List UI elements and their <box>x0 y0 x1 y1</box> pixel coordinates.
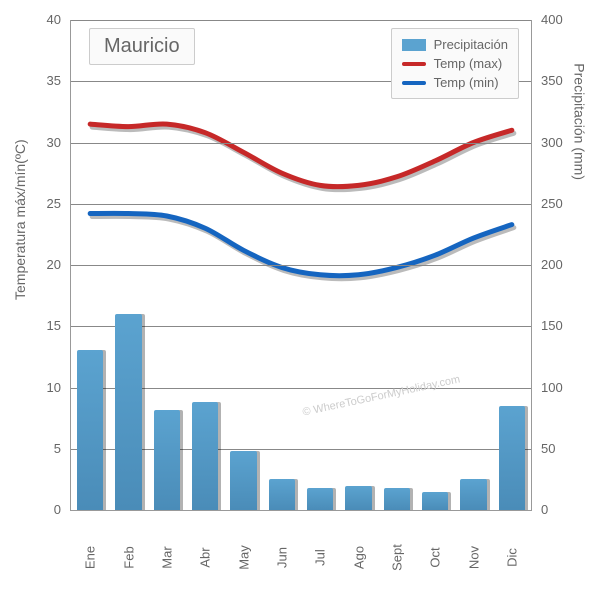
precipitation-bar <box>269 479 295 510</box>
gridline <box>71 265 531 266</box>
precipitation-bar <box>307 488 333 510</box>
y-axis-left-title: Temperatura máx/mín(ºC) <box>12 139 28 300</box>
precipitation-bar <box>384 488 410 510</box>
y-tick-left: 35 <box>11 73 61 88</box>
precipitation-bar <box>115 314 141 510</box>
y-axis-right-title: Precipitación (mm) <box>572 63 588 180</box>
legend-label: Precipitación <box>434 37 508 52</box>
chart-title: Mauricio <box>89 28 195 65</box>
precipitation-bar <box>499 406 525 510</box>
y-tick-right: 50 <box>541 441 591 456</box>
x-tick-label: Feb <box>121 543 136 573</box>
y-tick-right: 250 <box>541 196 591 211</box>
gridline <box>71 204 531 205</box>
y-tick-left: 5 <box>11 441 61 456</box>
y-tick-right: 150 <box>541 318 591 333</box>
x-tick-label: May <box>236 543 251 573</box>
legend-item: Temp (max) <box>402 54 508 73</box>
precipitation-bar <box>345 486 371 511</box>
y-tick-left: 0 <box>11 502 61 517</box>
y-tick-right: 200 <box>541 257 591 272</box>
x-tick-label: Dic <box>504 543 519 573</box>
precipitation-bar <box>422 492 448 510</box>
legend-item: Precipitación <box>402 35 508 54</box>
x-tick-label: Ago <box>351 543 366 573</box>
y-tick-right: 400 <box>541 12 591 27</box>
y-tick-right: 100 <box>541 380 591 395</box>
precipitation-bar <box>230 451 256 510</box>
x-tick-label: Oct <box>428 543 443 573</box>
y-tick-left: 10 <box>11 380 61 395</box>
x-tick-label: Nov <box>466 543 481 573</box>
y-tick-left: 40 <box>11 12 61 27</box>
x-tick-label: Jun <box>274 543 289 573</box>
gridline <box>71 143 531 144</box>
precipitation-bar <box>77 350 103 510</box>
y-tick-left: 15 <box>11 318 61 333</box>
precipitation-bar <box>460 479 486 510</box>
legend-line-swatch <box>402 81 426 85</box>
temp-max-line <box>90 124 512 187</box>
legend: Precipitación Temp (max) Temp (min) <box>391 28 519 99</box>
x-tick-label: Sept <box>389 543 404 573</box>
legend-label: Temp (min) <box>434 75 499 90</box>
x-tick-label: Jul <box>313 543 328 573</box>
legend-bar-swatch <box>402 39 426 51</box>
legend-label: Temp (max) <box>434 56 503 71</box>
chart-container: 0055010100151502020025250303003535040400… <box>0 0 600 600</box>
plot-area: 0055010100151502020025250303003535040400… <box>70 20 532 511</box>
temp-min-line <box>90 213 512 275</box>
x-tick-label: Abr <box>198 543 213 573</box>
legend-line-swatch <box>402 62 426 66</box>
x-tick-label: Mar <box>159 543 174 573</box>
legend-item: Temp (min) <box>402 73 508 92</box>
precipitation-bar <box>192 402 218 510</box>
y-tick-right: 0 <box>541 502 591 517</box>
gridline <box>71 20 531 21</box>
x-tick-label: Ene <box>83 543 98 573</box>
precipitation-bar <box>154 410 180 510</box>
